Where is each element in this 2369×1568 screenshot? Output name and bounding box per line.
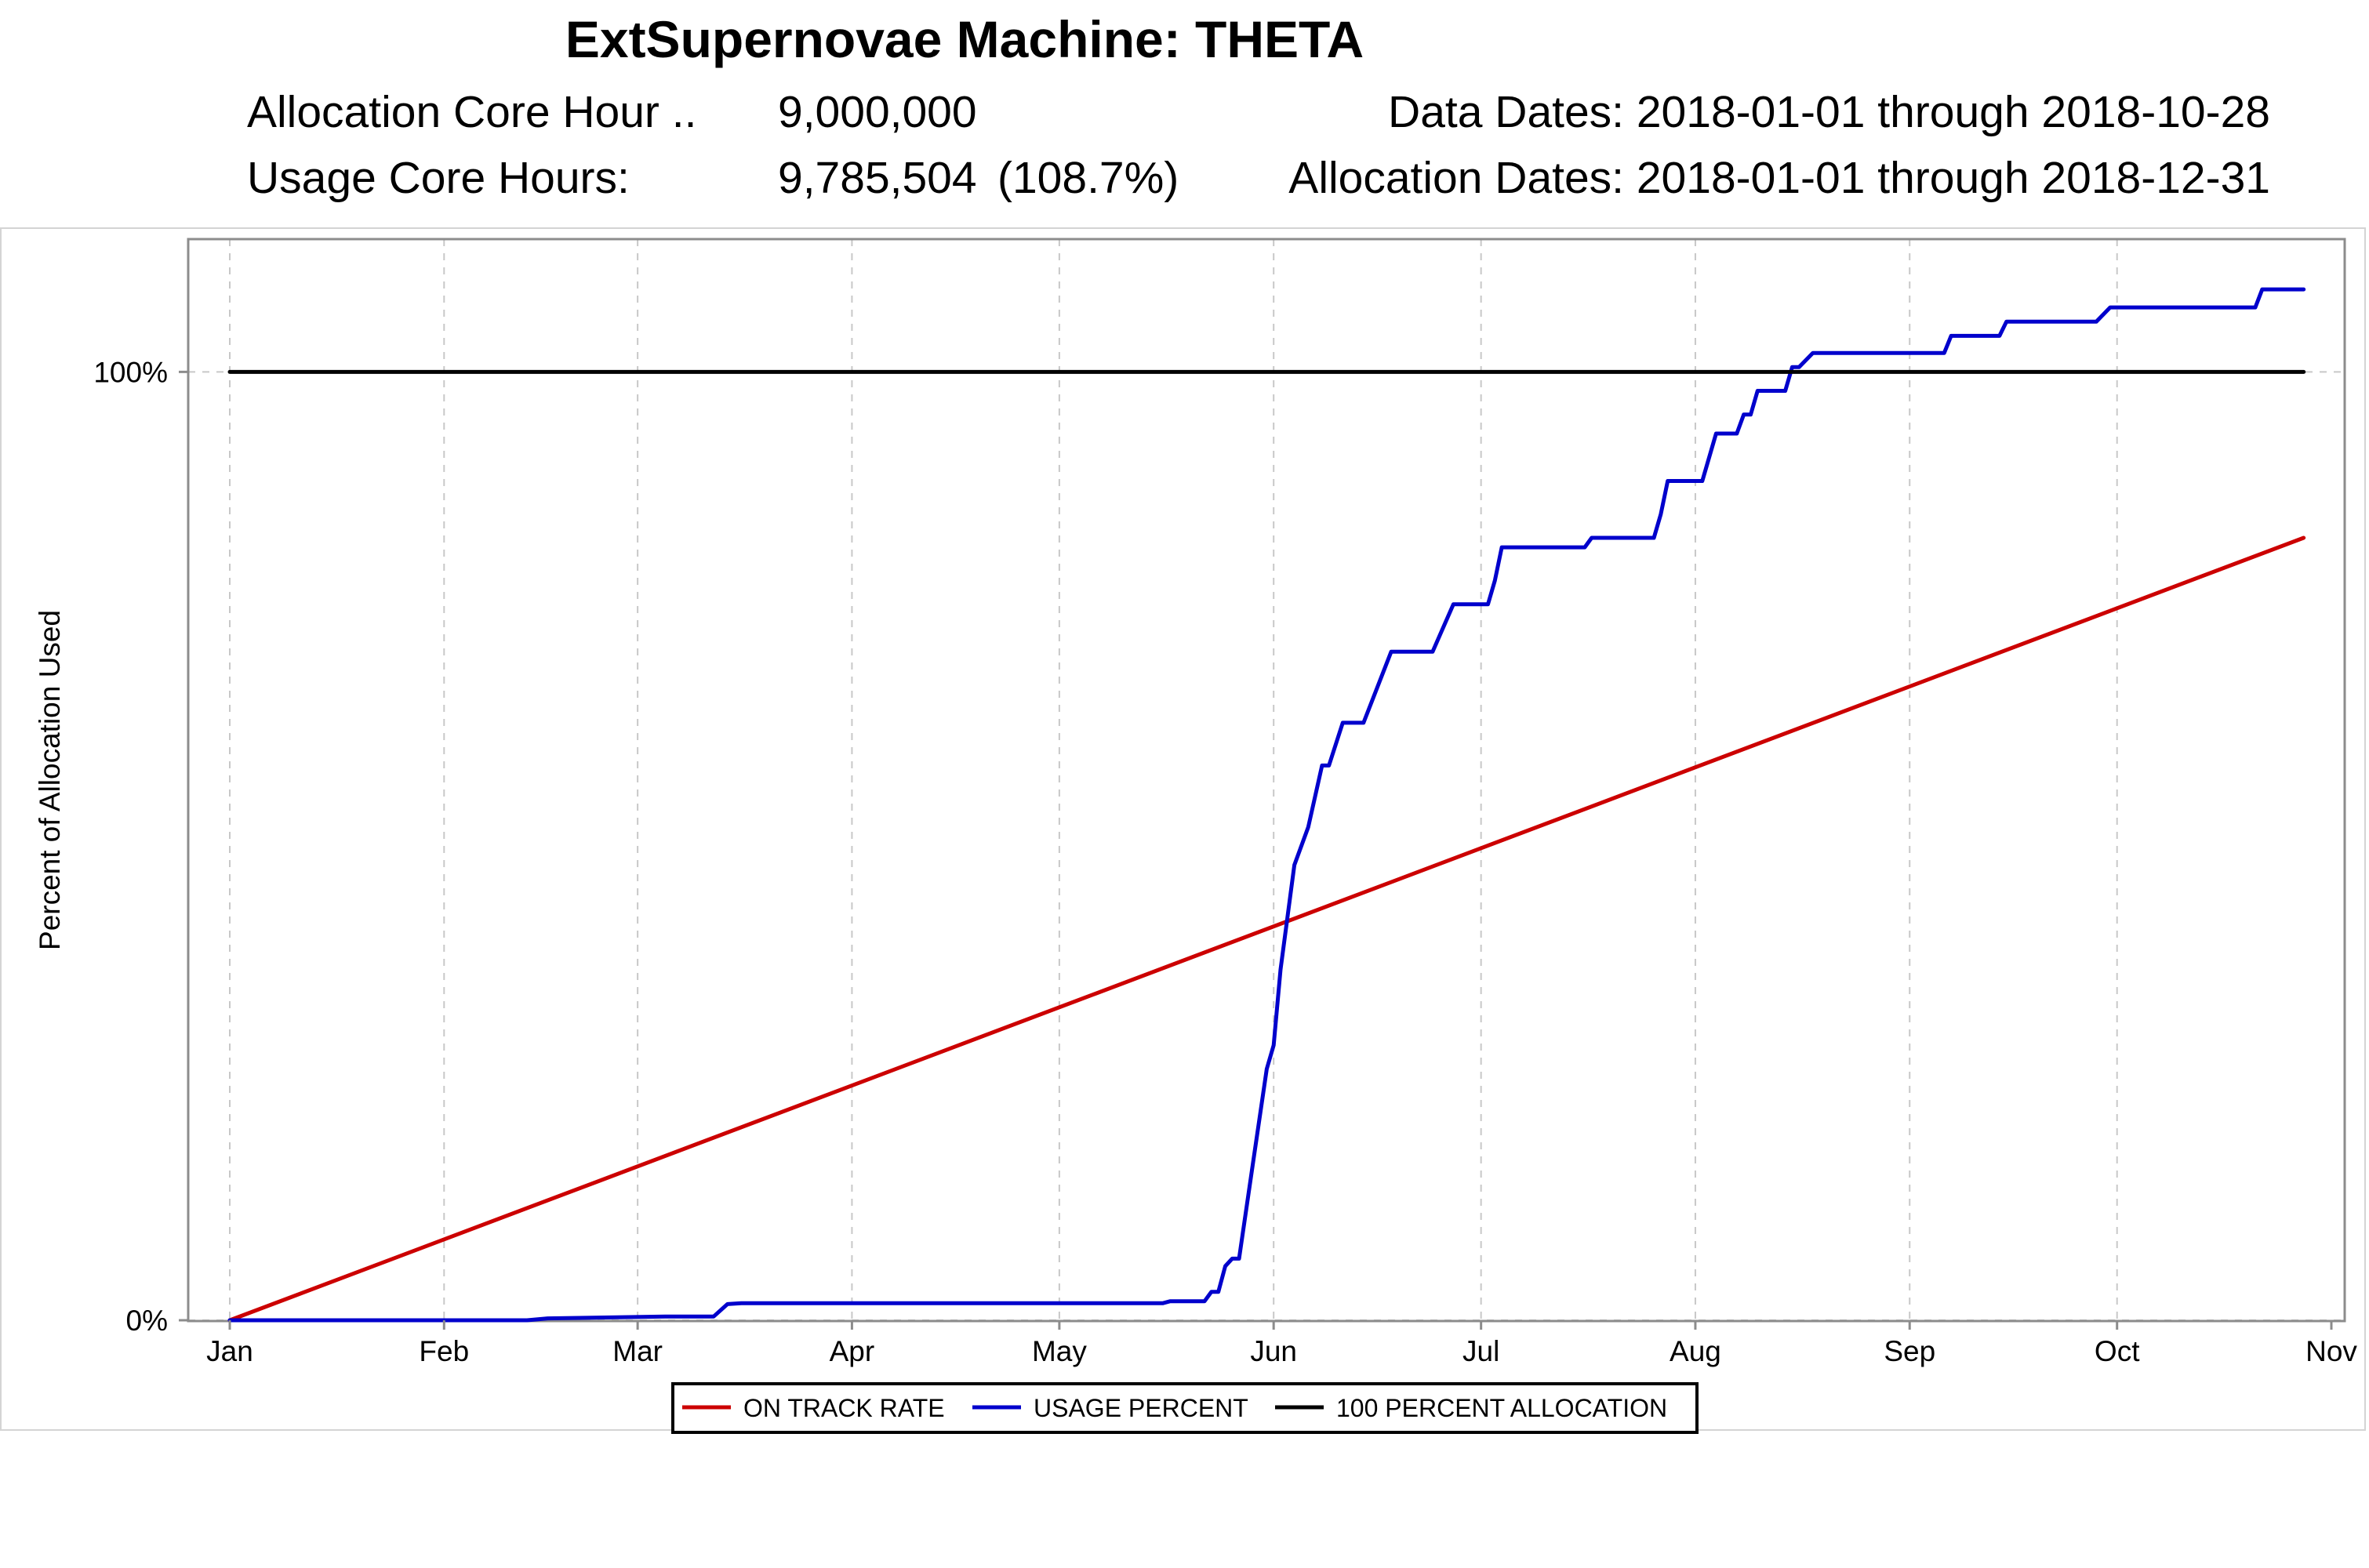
legend-label-on-track-rate: ON TRACK RATE bbox=[743, 1394, 945, 1422]
y-axis-label: Percent of Allocation Used bbox=[34, 610, 66, 950]
x-tick-label-mar: Mar bbox=[612, 1335, 663, 1367]
x-axis: Jan Feb Mar Apr May Jun Jul Aug Sep Oct Nov bbox=[206, 1320, 2357, 1367]
usage-percent: (108.7%) bbox=[997, 153, 1179, 203]
allocation-label: Allocation Core Hour .. bbox=[247, 87, 697, 137]
y-tick-label: 0% bbox=[126, 1305, 168, 1337]
x-tick-label-feb: Feb bbox=[419, 1335, 469, 1367]
series-line-on-track-rate bbox=[227, 535, 2306, 1323]
legend-label-100-percent-allocation: 100 PERCENT ALLOCATION bbox=[1336, 1394, 1667, 1422]
x-tick-label-oct: Oct bbox=[2095, 1335, 2140, 1367]
series-line-usage-percent bbox=[227, 287, 2306, 1323]
x-tick-label-apr: Apr bbox=[830, 1335, 875, 1367]
chart-title: ExtSupernovae Machine: THETA bbox=[565, 10, 1364, 68]
x-tick-label-nov: Nov bbox=[2305, 1335, 2357, 1367]
legend-box bbox=[671, 1382, 1699, 1434]
allocation-dates: Allocation Dates: 2018-01-01 through 201… bbox=[1288, 153, 2270, 203]
x-tick-label-sep: Sep bbox=[1884, 1335, 1935, 1367]
legend-label-usage-percent: USAGE PERCENT bbox=[1034, 1394, 1248, 1422]
x-tick-label-may: May bbox=[1032, 1335, 1087, 1367]
series-lines bbox=[227, 287, 2306, 1323]
usage-value: 9,785,504 bbox=[778, 153, 977, 203]
grid-lines bbox=[188, 239, 2345, 1321]
x-tick-label-jun: Jun bbox=[1250, 1335, 1297, 1367]
legend: ON TRACK RATE USAGE PERCENT 100 PERCENT AL… bbox=[671, 1382, 1699, 1434]
usage-label: Usage Core Hours: bbox=[247, 153, 630, 203]
x-tick-label-jul: Jul bbox=[1462, 1335, 1499, 1367]
y-tick-label: 100% bbox=[93, 356, 168, 388]
y-axis: 0% 100% bbox=[93, 356, 188, 1337]
x-tick-label-aug: Aug bbox=[1670, 1335, 1721, 1367]
allocation-value: 9,000,000 bbox=[778, 87, 977, 137]
x-tick-label-jan: Jan bbox=[206, 1335, 253, 1367]
data-dates: Data Dates: 2018-01-01 through 2018-10-2… bbox=[1388, 87, 2270, 137]
plot-frame bbox=[187, 238, 2346, 1323]
